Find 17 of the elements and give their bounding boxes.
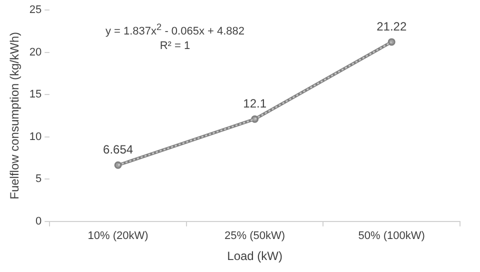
y-tick-label: 0 <box>36 215 42 228</box>
y-tick-label: 5 <box>36 173 42 186</box>
data-label: 6.654 <box>103 142 134 156</box>
y-tick-label: 15 <box>29 88 42 101</box>
y-tick-label: 25 <box>29 4 42 16</box>
x-tick-label: 10% (20kW) <box>88 230 148 242</box>
y-tick-label: 10 <box>29 130 42 143</box>
annotation: R² = 1 <box>158 38 192 53</box>
y-axis-title: Fuelflow consumption (kg/kWh) <box>8 32 22 200</box>
x-tick-label: 25% (50kW) <box>224 230 286 242</box>
point <box>388 38 396 46</box>
x-axis-title: Load (kW) <box>227 249 282 264</box>
y-tick-label: 20 <box>29 46 42 58</box>
data-label: 12.1 <box>243 96 267 110</box>
x-tick-label: 50% (100kW) <box>358 230 425 242</box>
annotation: y = 1.837x$^{2}$ - 0.065x + 4.882 <box>104 21 246 39</box>
data-label: 21.22 <box>376 19 407 34</box>
